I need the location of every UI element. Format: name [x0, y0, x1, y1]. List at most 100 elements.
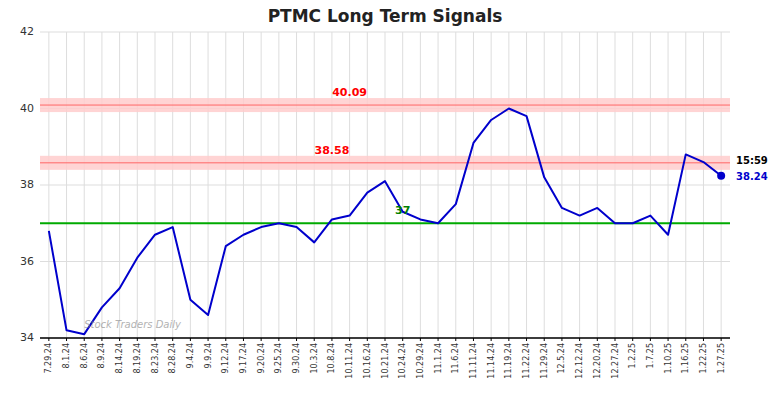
x-tick: [261, 338, 262, 341]
x-grid-line: [544, 32, 545, 338]
x-tick-label: 1.22.25: [699, 343, 708, 374]
x-tick-label: 8.28.24: [168, 343, 177, 374]
x-tick: [367, 338, 368, 341]
x-tick-label: 8.14.24: [115, 343, 124, 374]
x-tick: [314, 338, 315, 341]
y-tick-label: 34: [20, 331, 34, 344]
x-tick-label: 11.11.24: [469, 343, 478, 379]
x-grid-line: [349, 32, 350, 338]
x-grid-line: [420, 32, 421, 338]
x-grid-line: [225, 32, 226, 338]
x-grid-line: [402, 32, 403, 338]
x-tick-label: 10.16.24: [363, 343, 372, 379]
x-tick-label: 8.1.24: [62, 343, 71, 368]
reference-band: [40, 98, 730, 112]
x-tick: [668, 338, 669, 341]
x-grid-line: [261, 32, 262, 338]
x-grid-line: [473, 32, 474, 338]
reference-label: 40.09: [332, 86, 367, 99]
x-tick: [66, 338, 67, 341]
x-tick-label: 10.29.24: [416, 343, 425, 379]
x-grid-line: [84, 32, 85, 338]
x-grid-line: [491, 32, 492, 338]
x-tick: [208, 338, 209, 341]
x-grid-line: [296, 32, 297, 338]
x-tick-label: 1.2.25: [628, 343, 637, 368]
x-tick: [491, 338, 492, 341]
x-grid-line: [66, 32, 67, 338]
y-tick-label: 36: [20, 255, 34, 268]
x-grid-line: [438, 32, 439, 338]
last-point: [717, 172, 725, 180]
x-grid-line: [721, 32, 722, 338]
x-tick-label: 8.19.24: [133, 343, 142, 374]
x-grid-line: [172, 32, 173, 338]
x-grid-line: [119, 32, 120, 338]
chart: 34363840427.29.248.1.248.6.248.9.248.14.…: [0, 0, 784, 398]
x-tick-label: 10.24.24: [398, 343, 407, 379]
x-grid-line: [48, 32, 49, 338]
x-grid-line: [331, 32, 332, 338]
x-tick: [615, 338, 616, 341]
x-tick-label: 1.7.25: [646, 343, 655, 368]
x-tick: [278, 338, 279, 341]
x-tick: [685, 338, 686, 341]
x-grid-line: [190, 32, 191, 338]
annotation: 15:59: [736, 155, 768, 166]
reference-line: [40, 105, 730, 106]
x-tick: [632, 338, 633, 341]
x-tick-label: 11.22.24: [522, 343, 531, 379]
x-grid-line: [155, 32, 156, 338]
x-tick: [579, 338, 580, 341]
x-tick-label: 12.5.24: [557, 343, 566, 374]
x-tick: [544, 338, 545, 341]
x-tick-label: 11.6.24: [451, 343, 460, 374]
x-grid-line: [367, 32, 368, 338]
y-tick-label: 42: [20, 25, 34, 38]
x-grid-line: [561, 32, 562, 338]
x-tick: [703, 338, 704, 341]
x-tick: [526, 338, 527, 341]
x-tick-label: 7.29.24: [44, 343, 53, 374]
x-tick: [155, 338, 156, 341]
x-tick: [137, 338, 138, 341]
x-tick-label: 8.9.24: [97, 343, 106, 368]
x-tick-label: 8.6.24: [80, 343, 89, 368]
reference-label: 37: [395, 204, 410, 217]
watermark: Stock Traders Daily: [84, 319, 182, 330]
x-tick: [561, 338, 562, 341]
x-tick-label: 12.20.24: [593, 343, 602, 379]
x-grid-line: [314, 32, 315, 338]
x-grid-line: [579, 32, 580, 338]
x-tick-label: 9.30.24: [292, 343, 301, 374]
x-tick-label: 10.8.24: [327, 343, 336, 374]
x-tick: [190, 338, 191, 341]
background: [0, 0, 784, 398]
x-tick: [119, 338, 120, 341]
x-tick: [508, 338, 509, 341]
x-tick-label: 9.4.24: [186, 343, 195, 368]
x-grid-line: [668, 32, 669, 338]
x-tick: [84, 338, 85, 341]
x-tick-label: 9.9.24: [204, 343, 213, 368]
x-tick-label: 12.27.24: [611, 343, 620, 379]
x-grid-line: [208, 32, 209, 338]
x-tick-label: 11.1.24: [434, 343, 443, 374]
x-tick: [243, 338, 244, 341]
x-grid-line: [455, 32, 456, 338]
x-tick-label: 11.14.24: [487, 343, 496, 379]
x-tick-label: 11.29.24: [540, 343, 549, 379]
x-tick-label: 10.21.24: [381, 343, 390, 379]
x-tick-label: 10.11.24: [345, 343, 354, 379]
x-tick: [172, 338, 173, 341]
title: PTMC Long Term Signals: [268, 6, 503, 26]
reference-band: [40, 156, 730, 170]
x-tick: [225, 338, 226, 341]
x-grid-line: [685, 32, 686, 338]
x-tick: [473, 338, 474, 341]
x-tick: [385, 338, 386, 341]
x-grid-line: [278, 32, 279, 338]
x-grid-line: [243, 32, 244, 338]
reference-line: [40, 162, 730, 163]
reference-label: 38.58: [315, 144, 350, 157]
